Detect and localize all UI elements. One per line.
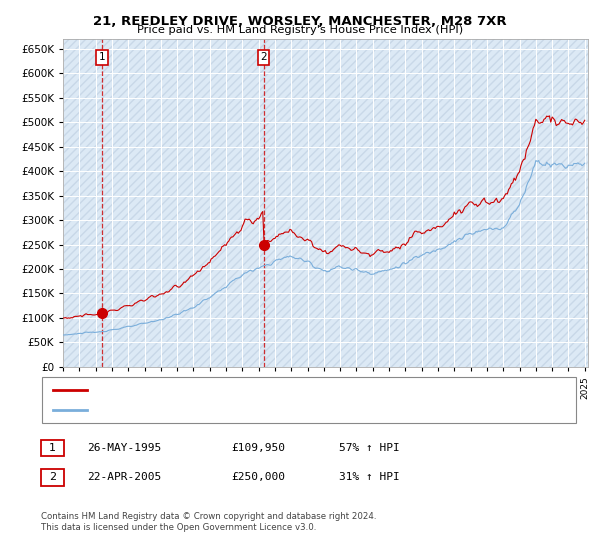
Text: 1: 1 bbox=[49, 443, 56, 453]
Text: HPI: Average price, detached house, Salford: HPI: Average price, detached house, Salf… bbox=[94, 405, 314, 415]
Text: 21, REEDLEY DRIVE, WORSLEY, MANCHESTER, M28 7XR: 21, REEDLEY DRIVE, WORSLEY, MANCHESTER, … bbox=[93, 15, 507, 27]
Text: 21, REEDLEY DRIVE, WORSLEY, MANCHESTER, M28 7XR (detached house): 21, REEDLEY DRIVE, WORSLEY, MANCHESTER, … bbox=[94, 385, 464, 395]
Text: 2: 2 bbox=[49, 472, 56, 482]
Text: 2: 2 bbox=[260, 52, 267, 62]
Text: £109,950: £109,950 bbox=[231, 443, 285, 453]
Text: 26-MAY-1995: 26-MAY-1995 bbox=[87, 443, 161, 453]
Text: 31% ↑ HPI: 31% ↑ HPI bbox=[339, 472, 400, 482]
Text: Contains HM Land Registry data © Crown copyright and database right 2024.
This d: Contains HM Land Registry data © Crown c… bbox=[41, 512, 376, 532]
Text: Price paid vs. HM Land Registry's House Price Index (HPI): Price paid vs. HM Land Registry's House … bbox=[137, 25, 463, 35]
Text: 57% ↑ HPI: 57% ↑ HPI bbox=[339, 443, 400, 453]
Text: 1: 1 bbox=[98, 52, 105, 62]
Text: 22-APR-2005: 22-APR-2005 bbox=[87, 472, 161, 482]
Text: £250,000: £250,000 bbox=[231, 472, 285, 482]
